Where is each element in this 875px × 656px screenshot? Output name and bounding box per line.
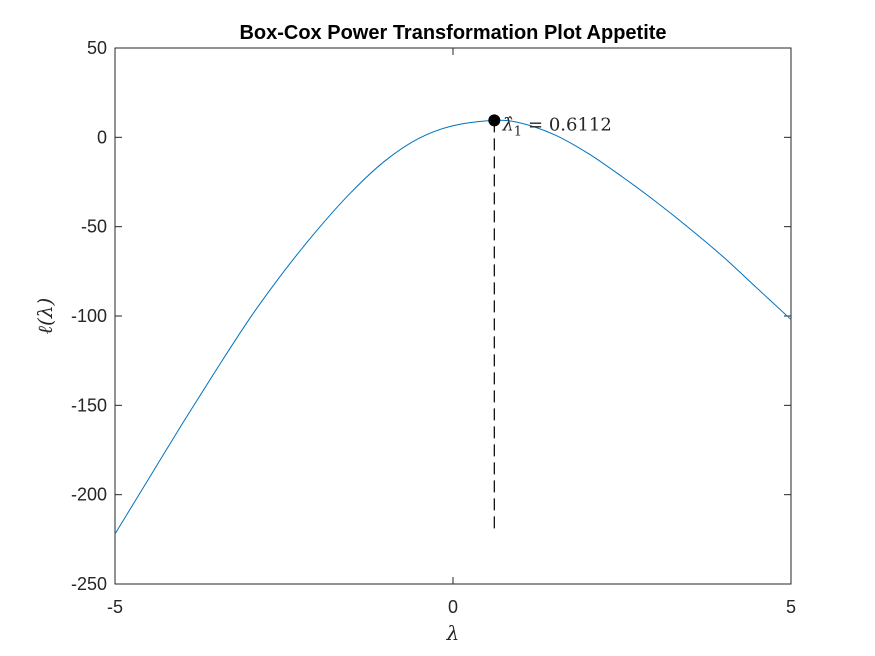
- y-ticks: -250 -200 -150 -100 -50 0 50: [71, 38, 791, 594]
- log-likelihood-curve: [114, 119, 792, 535]
- x-ticks: -5 0 5: [107, 48, 796, 617]
- y-tick-label: -200: [71, 485, 107, 505]
- y-axis-label: ℓ(λ): [33, 298, 57, 335]
- y-tick-label: 0: [97, 127, 107, 147]
- y-tick-label: -50: [81, 217, 107, 237]
- optimum-label-subscript: 1: [514, 124, 522, 139]
- optimum-label: λ̂1 = 0.6112: [501, 114, 612, 139]
- y-tick-label: 50: [87, 38, 107, 58]
- y-tick-label: -100: [71, 306, 107, 326]
- x-tick-label: 0: [448, 597, 458, 617]
- optimum-label-symbol: λ̂: [501, 114, 513, 135]
- x-axis-label: λ: [446, 621, 460, 645]
- optimum-label-value: = 0.6112: [528, 114, 612, 135]
- y-tick-label: -250: [71, 574, 107, 594]
- optimum-marker: [488, 114, 501, 127]
- x-tick-label: -5: [107, 597, 123, 617]
- chart-title: Box-Cox Power Transformation Plot Appeti…: [239, 22, 666, 44]
- x-tick-label: 5: [786, 597, 796, 617]
- y-tick-label: -150: [71, 395, 107, 415]
